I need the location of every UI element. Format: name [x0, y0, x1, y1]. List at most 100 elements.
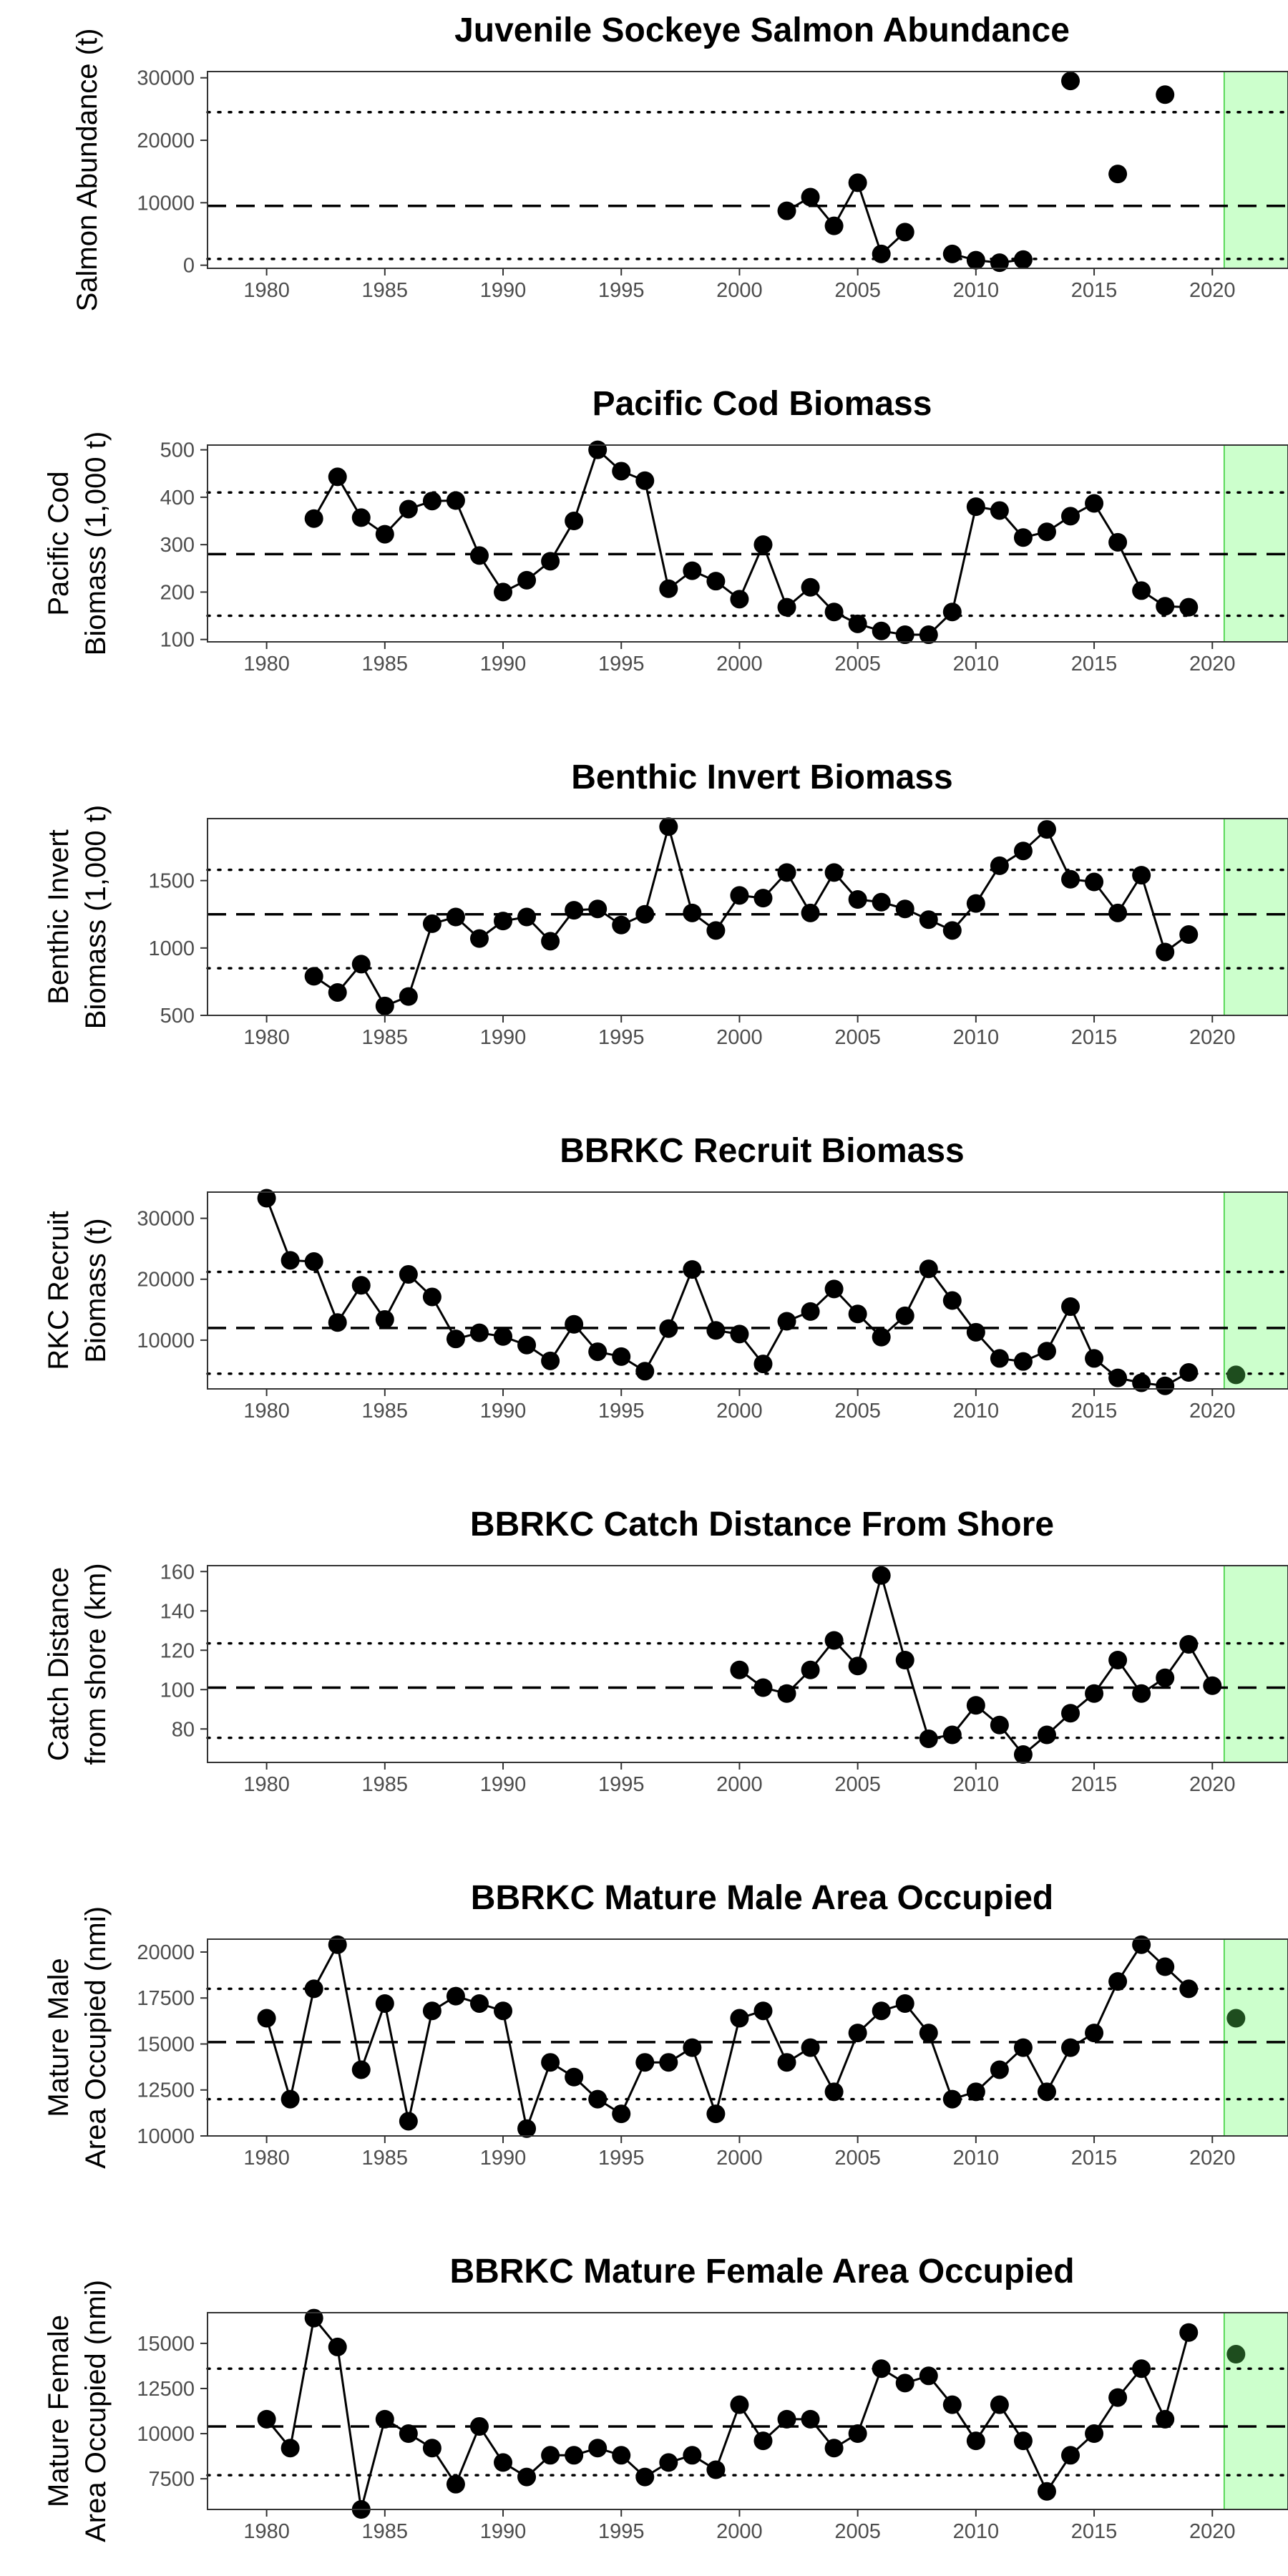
y-tick-label: 10000: [137, 192, 195, 215]
y-tick-label: 100: [160, 1679, 195, 1702]
x-tick-label: 2010: [953, 1026, 1000, 1049]
data-point: [541, 2053, 560, 2072]
data-point: [328, 2337, 347, 2356]
data-point: [919, 2024, 938, 2043]
y-tick-label: 10000: [137, 2125, 195, 2148]
data-point: [351, 955, 371, 974]
data-point: [469, 1323, 489, 1342]
data-point: [1132, 866, 1151, 885]
y-tick-label: 100: [160, 629, 195, 652]
data-point: [990, 856, 1009, 875]
y-tick-label: 20000: [137, 1269, 195, 1292]
series-line: [313, 447, 1189, 636]
x-tick-label: 1985: [362, 279, 409, 302]
x-tick-label: 1980: [243, 2147, 290, 2170]
data-point: [494, 912, 513, 931]
chart-title: Pacific Cod Biomass: [592, 385, 932, 423]
data-point: [1108, 903, 1128, 922]
data-point: [966, 497, 985, 517]
x-tick-label: 2020: [1189, 1400, 1236, 1423]
data-point: [942, 2395, 962, 2414]
panel-border: [207, 1565, 1288, 1763]
y-tick-label: 30000: [137, 67, 195, 90]
data-point: [895, 1651, 914, 1669]
data-point: [872, 892, 891, 912]
data-point: [824, 2439, 844, 2458]
series-line: [313, 822, 1190, 1008]
data-point: [1156, 942, 1175, 962]
data-point: [848, 2424, 867, 2444]
projection-region: [1224, 818, 1288, 1016]
data-point: [1156, 597, 1175, 616]
panel-border: [207, 2312, 1288, 2510]
data-point: [683, 2038, 702, 2057]
x-tick-label: 1995: [598, 2147, 645, 2170]
chart-panel-4: BBRKC Recruit Biomass RKC Recruit Biomass …: [43, 1132, 1288, 1423]
data-point: [399, 1264, 418, 1284]
data-point: [706, 2460, 726, 2479]
x-tick-label: 2000: [716, 2147, 763, 2170]
data-point: [1179, 597, 1199, 617]
x-tick-label: 1980: [243, 2520, 290, 2543]
x-tick-label: 1995: [598, 279, 645, 302]
data-point: [351, 508, 371, 527]
y-axis-label: Mature Male Area Occupied (nmi): [43, 1906, 112, 2169]
data-point: [730, 886, 749, 905]
x-tick-label: 2000: [716, 1026, 763, 1049]
data-point: [753, 535, 773, 555]
y-axis-label-line: Pacific Cod: [43, 471, 74, 615]
y-axis-label-line: RKC Recruit: [43, 1211, 74, 1370]
data-point: [280, 2439, 300, 2458]
data-point: [706, 2104, 726, 2124]
data-point: [777, 2409, 796, 2429]
data-point-latest: [1226, 1365, 1246, 1385]
data-point: [706, 1321, 726, 1340]
data-point: [659, 579, 678, 598]
data-point: [1108, 1368, 1128, 1387]
data-point: [375, 1309, 394, 1329]
projection-region: [1224, 1565, 1288, 1763]
data-point: [1085, 2424, 1104, 2444]
x-tick-label: 1995: [598, 653, 645, 675]
data-point: [1179, 2323, 1199, 2342]
data-point: [469, 2416, 489, 2436]
data-point: [753, 1678, 773, 1697]
panel-border: [207, 1191, 1288, 1390]
projection-region: [1224, 444, 1288, 643]
data-point: [801, 577, 820, 597]
data-point: [990, 2395, 1009, 2414]
data-point: [588, 1342, 608, 1362]
y-axis-label: Pacific Cod Biomass (1,000 t): [43, 431, 112, 655]
data-point: [565, 2446, 584, 2465]
data-point: [848, 614, 867, 633]
data-point: [966, 1322, 985, 1342]
chart-title: Juvenile Sockeye Salmon Abundance: [454, 11, 1070, 49]
data-point: [801, 1302, 820, 1321]
data-point: [895, 223, 914, 242]
chart-panel-1: Juvenile Sockeye Salmon Abundance Salmon …: [72, 11, 1288, 311]
data-point: [1085, 2024, 1104, 2043]
data-point: [517, 1335, 537, 1355]
data-point: [304, 2308, 323, 2328]
y-axis-label-line: from shore (km): [80, 1563, 112, 1765]
x-tick-label: 2015: [1071, 2520, 1118, 2543]
panel-border: [207, 71, 1288, 269]
data-point: [375, 2409, 394, 2429]
data-point: [541, 2446, 560, 2465]
data-point: [801, 903, 820, 922]
data-point: [517, 2119, 537, 2138]
y-axis-label-line: Biomass (t): [80, 1218, 112, 1362]
x-tick-label: 1980: [243, 653, 290, 675]
x-tick-label: 1985: [362, 2147, 409, 2170]
y-axis-label: Salmon Abundance (t): [72, 29, 103, 312]
data-point: [422, 1287, 441, 1307]
data-point: [1156, 1668, 1175, 1687]
data-point: [635, 2467, 655, 2487]
data-point: [730, 1660, 749, 1679]
data-point: [422, 2001, 441, 2021]
x-tick-label: 2010: [953, 2520, 1000, 2543]
x-tick-label: 2005: [834, 1773, 881, 1796]
data-point: [1156, 1957, 1175, 1976]
data-point: [942, 602, 962, 622]
y-axis-label: RKC Recruit Biomass (t): [43, 1211, 112, 1370]
